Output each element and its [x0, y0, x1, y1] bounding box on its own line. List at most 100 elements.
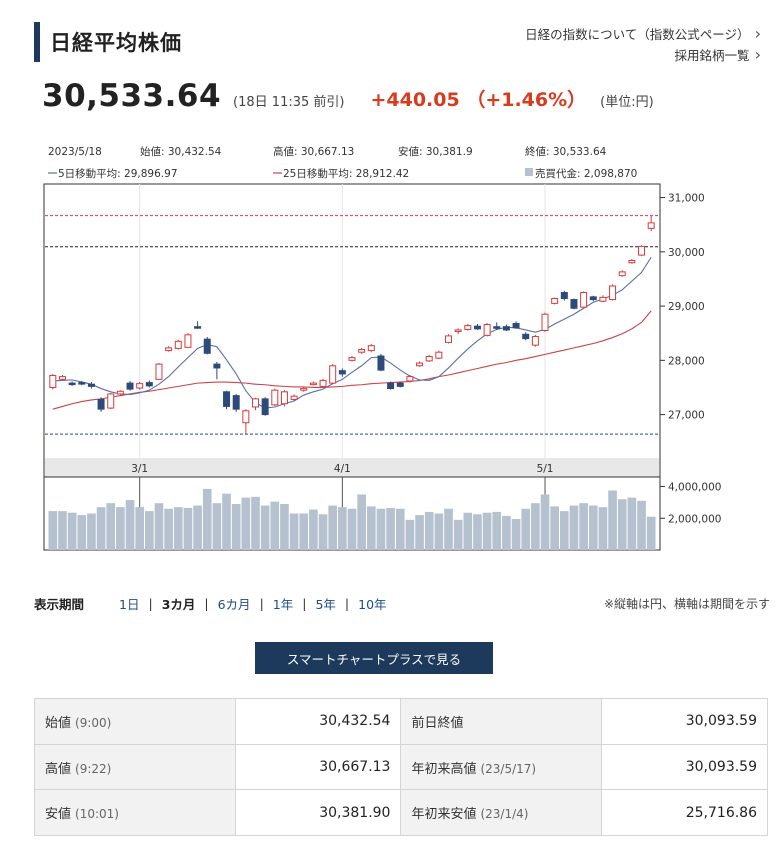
candle-body	[329, 365, 337, 384]
candle-body	[261, 398, 269, 416]
volume-bar	[67, 512, 77, 550]
stat-value: 30,093.59	[601, 743, 768, 791]
volume-bar	[270, 501, 280, 550]
volume-bar	[453, 519, 463, 550]
x-tick-label: 3/1	[131, 463, 148, 475]
candle-body	[589, 296, 597, 301]
smart-chart-button[interactable]: スマートチャートプラスで見る	[255, 642, 493, 674]
candle-body	[387, 382, 395, 390]
stat-label: 年初来安値 (23/1/4)	[400, 789, 603, 837]
volume-bar	[222, 493, 231, 550]
candle-body	[271, 389, 279, 406]
volume-bar	[579, 503, 588, 550]
candle-body	[97, 398, 105, 410]
stat-label-sub: (9:00)	[75, 715, 112, 730]
period-10y[interactable]: 10年	[358, 597, 387, 612]
page-title-bar: 日経平均株価	[34, 22, 182, 62]
stat-label-text: 高値	[45, 761, 72, 777]
period-5y[interactable]: 5年	[315, 597, 336, 612]
x-axis-band	[45, 458, 659, 477]
period-separator: |	[344, 596, 350, 611]
volume-bar	[116, 507, 125, 550]
volume-bar	[212, 503, 222, 550]
candle-body	[406, 376, 414, 382]
volume-bar	[540, 494, 550, 550]
volume-bar	[617, 499, 627, 550]
volume-bar	[299, 513, 309, 550]
candle-body	[49, 375, 57, 388]
stock-chart[interactable]: 2023/5/18 始値: 30,432.54 高値: 30,667.13 安値…	[0, 138, 781, 558]
info-ma25: 25日移動平均: 28,912.42	[283, 167, 409, 180]
volume-bar	[502, 515, 511, 550]
volume-bar	[463, 512, 473, 550]
table-row: 始値 (9:00) 30,432.54 前日終値 30,093.59	[34, 698, 768, 745]
volume-bar	[202, 488, 212, 550]
stats-table: 始値 (9:00) 30,432.54 前日終値 30,093.59 高値 (9:2…	[34, 698, 768, 837]
candle-body	[223, 391, 231, 407]
stat-value: 30,667.13	[234, 743, 402, 791]
constituents-link[interactable]: 採用銘柄一覧	[525, 45, 761, 66]
volume-bar	[154, 503, 164, 550]
candle-body	[58, 376, 66, 380]
stat-label-sub: (23/5/17)	[480, 761, 537, 776]
candle-body	[541, 313, 549, 331]
candle-body	[290, 395, 298, 400]
index-info-link[interactable]: 日経の指数について（指数公式ページ）	[525, 24, 761, 45]
chart-frame	[43, 183, 661, 551]
volume-bar	[395, 508, 405, 550]
candle-body	[638, 245, 646, 256]
stat-label-sub: (23/1/4)	[480, 807, 529, 822]
x-tick-label: 5/1	[537, 463, 554, 475]
stat-label: 前日終値	[400, 698, 603, 745]
period-1y[interactable]: 1年	[272, 597, 294, 612]
y-tick-label: 28,000	[668, 355, 705, 367]
volume-bar	[173, 507, 183, 550]
stat-value: 30,432.54	[234, 698, 402, 745]
candle-body	[367, 345, 375, 352]
stat-label-sub: (9:22)	[75, 761, 112, 776]
candle-body	[570, 299, 578, 309]
volume-bar	[260, 505, 270, 550]
volume-bar	[482, 512, 492, 550]
y-tick-label: 29,000	[668, 301, 705, 313]
volume-bar	[434, 513, 444, 550]
stat-value: 30,381.90	[234, 789, 402, 837]
candle-body	[483, 324, 491, 336]
period-separator: |	[204, 596, 209, 611]
volume-bar	[492, 511, 502, 550]
table-row: 安値 (10:01) 30,381.90 年初来安値 (23/1/4) 25,716…	[34, 789, 768, 837]
ma25-line	[52, 310, 652, 410]
chart-svg[interactable]: 2023/5/18 始値: 30,432.54 高値: 30,667.13 安値…	[0, 138, 781, 558]
volume-bar	[231, 503, 241, 550]
stat-label-text: 年初来安値	[411, 807, 477, 823]
candle-body	[522, 333, 530, 340]
volume-bar	[598, 507, 608, 550]
period-label: 表示期間	[34, 597, 85, 612]
stat-label-text: 年初来高値	[411, 761, 477, 777]
top-links: 日経の指数について（指数公式ページ） 採用銘柄一覧	[525, 24, 761, 66]
candle-body	[194, 326, 202, 329]
stat-value: 30,093.59	[601, 698, 768, 745]
volume-bar	[405, 519, 415, 550]
volume-bar	[338, 507, 347, 550]
period-6m[interactable]: 6カ月	[217, 597, 251, 612]
volume-bar	[588, 505, 598, 550]
volume-bar	[357, 494, 366, 550]
period-1d[interactable]: 1日	[119, 597, 140, 612]
volume-bar	[318, 514, 328, 550]
axis-note: ※縦軸は円、横軸は期間を示す	[603, 597, 770, 611]
period-3m[interactable]: 3カ月	[161, 597, 196, 612]
candle-body	[136, 383, 144, 389]
candle-body	[242, 410, 250, 424]
price-unit: (単位:円)	[600, 95, 654, 110]
candle-body	[232, 395, 240, 410]
candle-body	[618, 271, 626, 277]
volume-bar	[328, 505, 338, 550]
period-separator: |	[259, 596, 264, 611]
volume-bar	[366, 506, 376, 550]
candle-body	[454, 329, 462, 332]
info-close: 終値: 30,533.64	[525, 145, 607, 158]
volume-bar	[183, 507, 193, 550]
candle-body	[628, 260, 636, 264]
volume-bar	[280, 503, 289, 550]
